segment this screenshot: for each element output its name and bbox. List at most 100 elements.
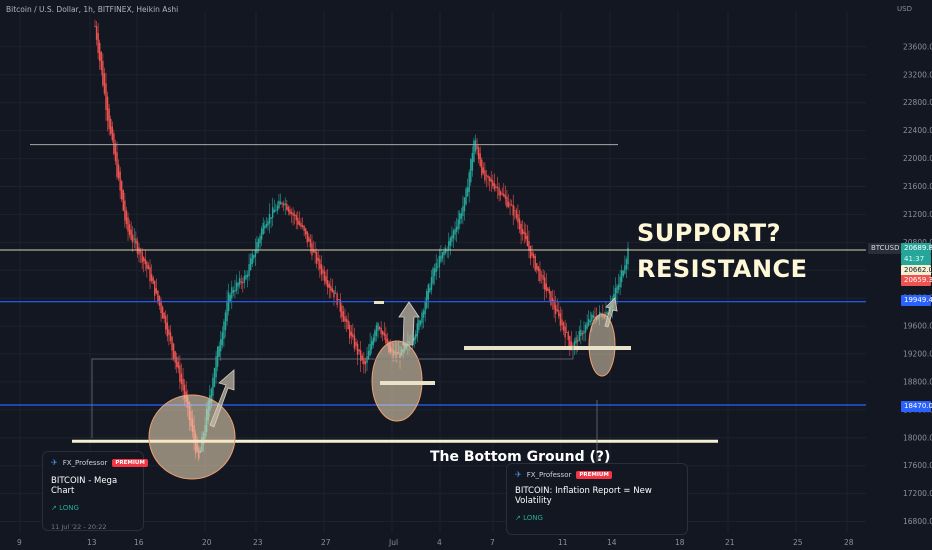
candle-body xyxy=(128,224,131,235)
level-upper-tag: 19949.4 xyxy=(901,295,932,306)
candle-body xyxy=(212,377,214,396)
candle-body xyxy=(553,300,555,310)
candle-body xyxy=(419,320,422,325)
candle-body xyxy=(487,175,489,178)
candle-body xyxy=(251,253,253,265)
low-price-tag: 20659.3 xyxy=(901,275,932,286)
y-tick-label: 23200.0 xyxy=(903,70,932,79)
candle-body xyxy=(529,245,532,259)
candle-body xyxy=(298,221,301,226)
candle-body xyxy=(284,203,286,205)
y-tick-label: 22000.0 xyxy=(903,154,932,163)
candle-body xyxy=(358,349,360,352)
candle-body xyxy=(155,288,158,294)
candle-body xyxy=(320,264,323,275)
x-tick-label: 4 xyxy=(437,538,442,547)
candle-body xyxy=(441,251,444,259)
high-price-tag: 20662.0 xyxy=(901,265,932,276)
idea-direction: ↗ LONG xyxy=(51,504,79,512)
candle-body xyxy=(278,200,280,209)
candle-body xyxy=(133,238,136,240)
candle-body xyxy=(443,250,445,256)
candle-body xyxy=(498,187,500,196)
candle-body xyxy=(521,229,524,235)
y-tick-label: 20800.0 xyxy=(903,238,932,247)
y-tick-label: 17600.0 xyxy=(903,461,932,470)
candle-body xyxy=(136,241,139,254)
support-label: SUPPORT? xyxy=(637,219,782,247)
candle-body xyxy=(619,276,621,288)
candle-body xyxy=(267,221,269,226)
candle-body xyxy=(561,319,563,326)
candle-body xyxy=(477,147,480,160)
candle-body xyxy=(322,269,324,274)
candle-body xyxy=(326,280,329,288)
candle-body xyxy=(501,193,503,195)
candle-body xyxy=(413,337,415,341)
candle-body xyxy=(361,355,363,361)
y-tick-label: 21200.0 xyxy=(903,210,932,219)
candle-body xyxy=(415,333,417,340)
symbol-tag: BTCUSD xyxy=(868,243,902,254)
candle-body xyxy=(526,235,529,247)
candle-body xyxy=(279,201,282,205)
candle-body xyxy=(158,295,161,306)
candle-body xyxy=(377,322,379,331)
candle-body xyxy=(503,193,505,197)
candle-body xyxy=(312,249,315,253)
candle-body xyxy=(539,268,541,282)
candle-body xyxy=(374,330,376,342)
candle-body xyxy=(341,305,343,318)
candle-body xyxy=(166,322,169,337)
candle-body xyxy=(161,306,164,319)
candle-body xyxy=(449,237,452,246)
candle-body xyxy=(319,259,321,270)
candle-body xyxy=(110,118,112,134)
candle-body xyxy=(468,172,470,192)
candle-body xyxy=(276,205,279,211)
candle-body xyxy=(292,212,294,216)
candle-body xyxy=(537,266,540,272)
candle-body xyxy=(459,213,461,225)
candle-body xyxy=(262,223,264,235)
candle-body xyxy=(246,274,249,278)
candle-body xyxy=(578,330,580,342)
candle-body xyxy=(121,181,123,200)
candle-body xyxy=(289,209,291,215)
x-tick-label: Jul xyxy=(388,538,398,547)
candle-body xyxy=(314,250,316,254)
level-lower-tag: 18470.0 xyxy=(901,401,932,412)
candle-body xyxy=(493,183,496,190)
candle-body xyxy=(567,332,569,341)
candle-body xyxy=(473,140,475,162)
candle-body xyxy=(100,51,102,70)
idea-card-inflation[interactable]: ✈ FX_Professor PREMIUM BITCOIN: Inflatio… xyxy=(506,463,688,535)
candle-body xyxy=(210,388,213,403)
candle-body xyxy=(616,286,618,294)
y-tick-label: 22800.0 xyxy=(903,98,932,107)
x-tick-label: 27 xyxy=(321,538,331,547)
candle-body xyxy=(581,332,584,335)
candle-body xyxy=(543,277,546,290)
candle-body xyxy=(512,205,514,216)
candle-body xyxy=(576,340,579,342)
y-tick-label: 21600.0 xyxy=(903,182,932,191)
x-tick-label: 9 xyxy=(17,538,22,547)
candle-body xyxy=(382,331,384,335)
candle-body xyxy=(163,312,165,319)
candle-body xyxy=(569,336,571,348)
candle-body xyxy=(536,263,538,270)
idea-card-mega-chart[interactable]: ✈ FX_Professor PREMIUM BITCOIN - Mega Ch… xyxy=(42,451,148,531)
candle-body xyxy=(554,304,557,314)
candle-body xyxy=(157,290,159,302)
candle-body xyxy=(462,206,464,217)
candle-body xyxy=(168,329,170,336)
candle-body xyxy=(273,209,275,213)
candle-body xyxy=(146,261,148,269)
candle-body xyxy=(347,320,349,330)
candle-body xyxy=(363,357,365,365)
y-tick-label: 19200.0 xyxy=(903,350,932,359)
premium-badge: PREMIUM xyxy=(576,470,612,479)
candle-body xyxy=(179,365,181,382)
